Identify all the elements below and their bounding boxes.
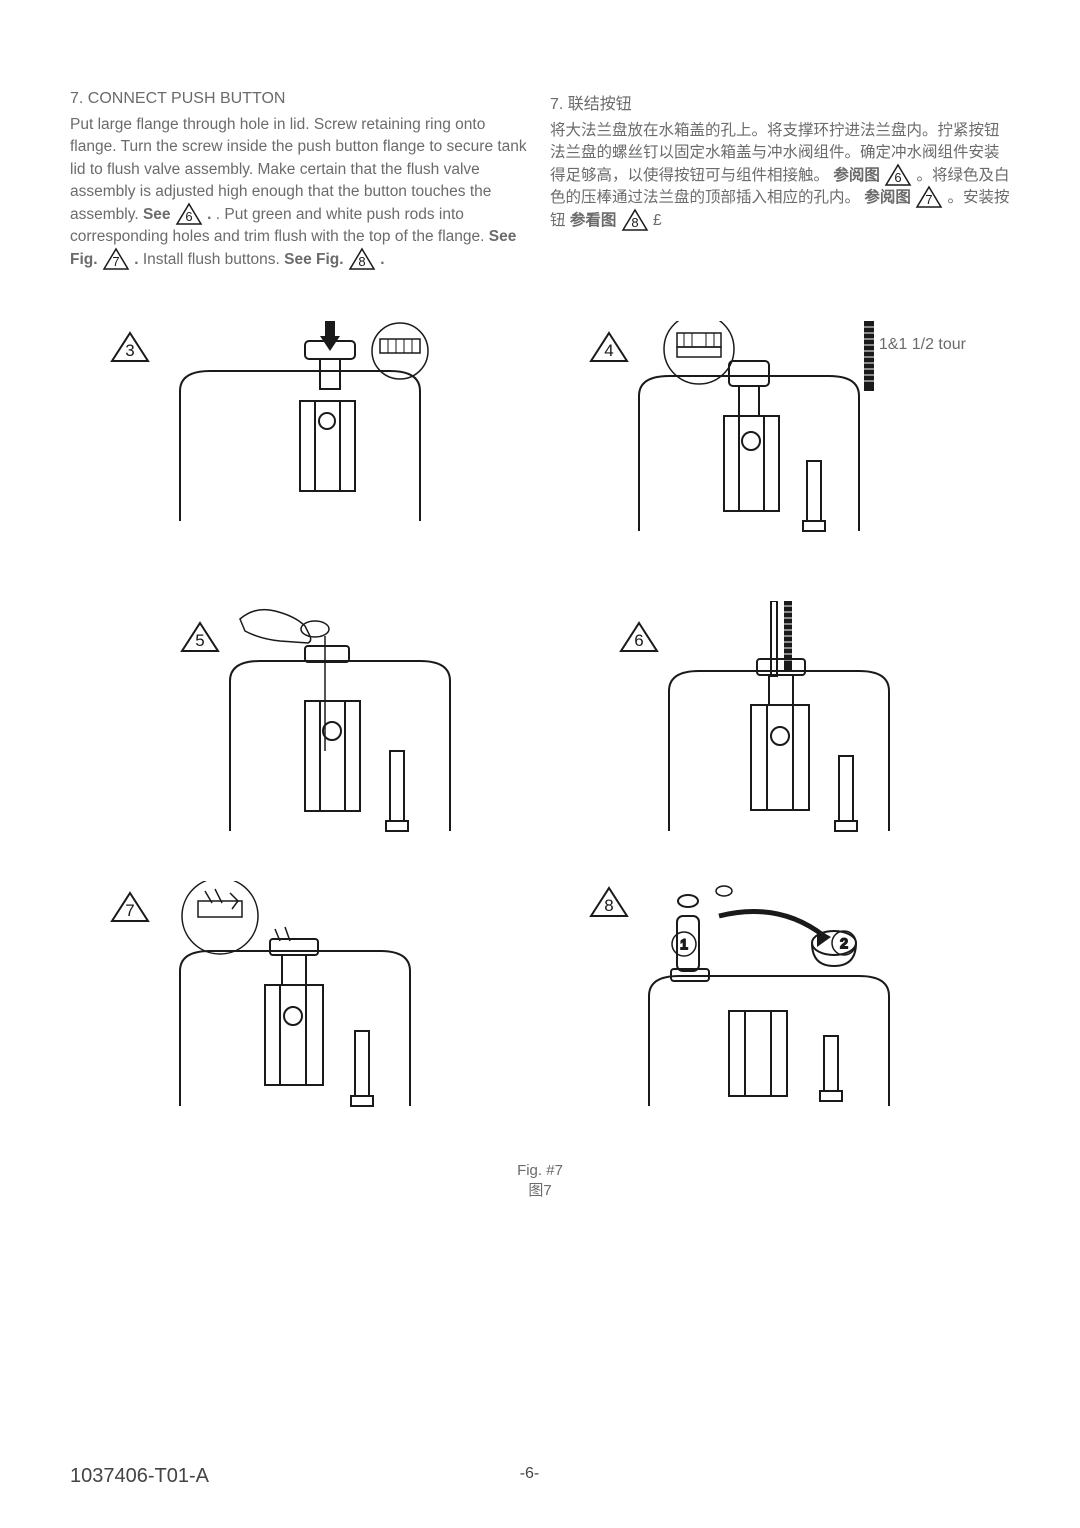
ref-triangle-8-en: 8 xyxy=(348,251,376,269)
illustration-6 xyxy=(659,601,919,841)
svg-text:2: 2 xyxy=(840,935,848,951)
svg-text:1: 1 xyxy=(680,936,688,952)
diagram-step-8: 8 1 2 xyxy=(559,881,1010,1121)
svg-text:7: 7 xyxy=(926,192,933,207)
svg-text:4: 4 xyxy=(604,341,613,360)
footer: 1037406-T01-A -6- xyxy=(70,1465,1010,1488)
ref-triangle-7-cn: 7 xyxy=(915,189,943,207)
ref-triangle-7-en: 7 xyxy=(102,251,130,269)
svg-text:5: 5 xyxy=(195,631,204,650)
doc-number: 1037406-T01-A xyxy=(70,1465,209,1488)
diagram-step-5: 5 xyxy=(70,601,521,841)
illustration-5 xyxy=(220,601,480,841)
body-en: Put large flange through hole in lid. Sc… xyxy=(70,114,530,271)
right-column: 7. 联结按钮 将大法兰盘放在水箱盖的孔上。将支撑环拧进法兰盘内。拧紧按钮法兰盘… xyxy=(550,90,1010,271)
page-number: -6- xyxy=(209,1465,850,1488)
illustration-7 xyxy=(160,881,440,1121)
diagrams-grid: 3 xyxy=(70,321,1010,1200)
svg-text:6: 6 xyxy=(634,631,643,650)
diagram-step-3: 3 xyxy=(70,321,521,561)
heading-en: 7. CONNECT PUSH BUTTON xyxy=(70,90,530,108)
ref-triangle-6-en: 6 xyxy=(175,206,203,224)
svg-text:6: 6 xyxy=(895,170,902,185)
left-column: 7. CONNECT PUSH BUTTON Put large flange … xyxy=(70,90,530,271)
svg-text:7: 7 xyxy=(125,901,134,920)
illustration-4 xyxy=(629,321,889,541)
diagram-step-7: 7 xyxy=(70,881,521,1121)
body-cn: 将大法兰盘放在水箱盖的孔上。将支撑环拧进法兰盘内。拧紧按钮法兰盘的螺丝钉以固定水… xyxy=(550,120,1010,232)
ref-triangle-8-cn: 8 xyxy=(621,212,649,230)
ref-triangle-6-cn: 6 xyxy=(884,167,912,185)
svg-text:6: 6 xyxy=(185,209,192,224)
svg-text:3: 3 xyxy=(125,341,134,360)
diagram-step-4: 4 1&1 1/2 tour xyxy=(559,321,1010,561)
svg-text:8: 8 xyxy=(604,896,613,915)
svg-text:7: 7 xyxy=(112,254,119,269)
figure-caption: Fig. #7 图7 xyxy=(70,1161,1010,1200)
svg-text:8: 8 xyxy=(358,254,365,269)
heading-cn: 7. 联结按钮 xyxy=(550,90,1010,114)
illustration-8: 1 2 xyxy=(629,881,929,1121)
diagram-step-6: 6 xyxy=(559,601,1010,841)
svg-text:8: 8 xyxy=(631,215,638,230)
illustration-3 xyxy=(170,321,450,541)
tour-label: 1&1 1/2 tour xyxy=(879,336,966,354)
